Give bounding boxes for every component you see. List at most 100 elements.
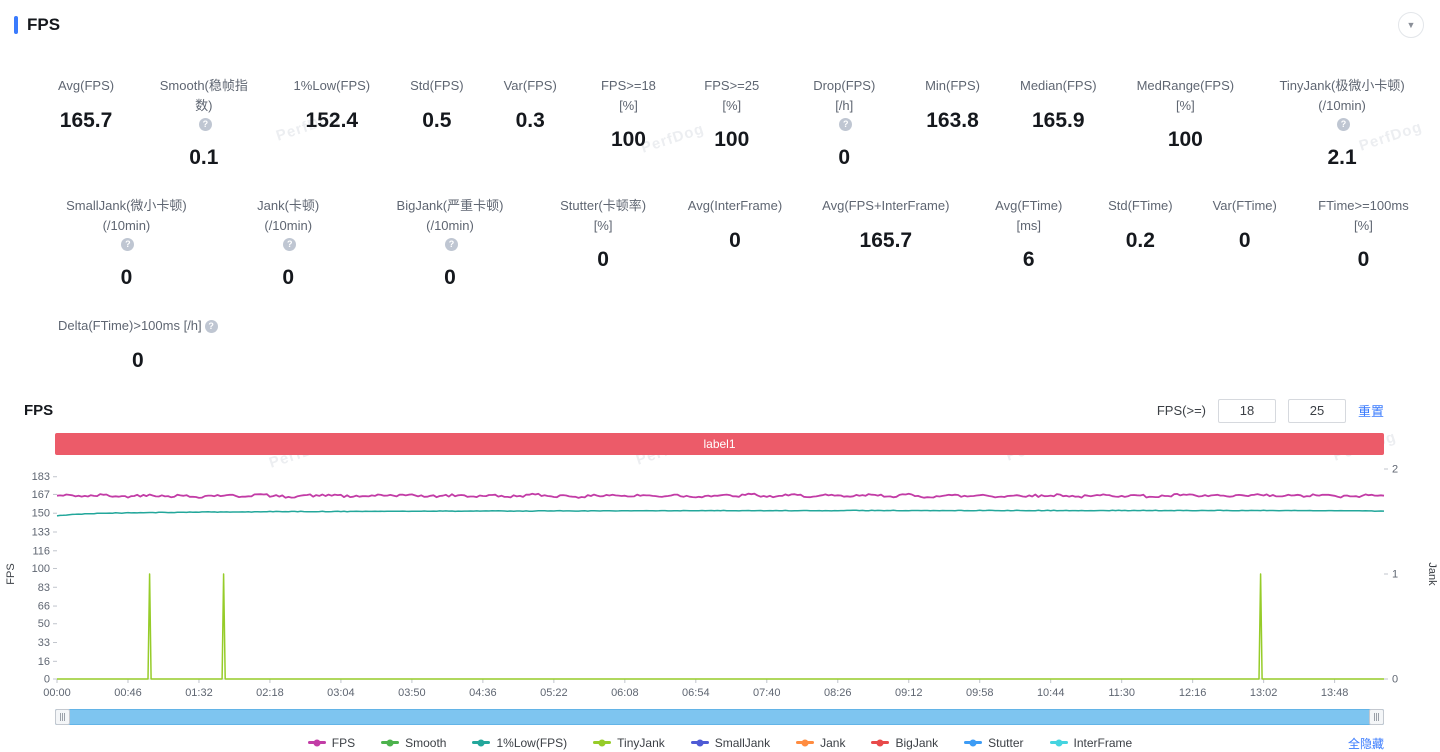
stat: Drop(FPS) [/h]? 0	[803, 76, 885, 170]
page-title: FPS	[27, 15, 61, 34]
stat-label: Min(FPS)	[925, 78, 980, 93]
left-axis-tick-label: 150	[32, 507, 50, 519]
stat-label-wrap: FPS>=25 [%]	[700, 76, 763, 115]
stat-label-wrap: Delta(FTime)>100ms [/h]?	[58, 316, 218, 336]
legend-label: SmallJank	[714, 735, 771, 750]
stat-value: 0	[444, 266, 456, 289]
stat-value: 100	[1167, 128, 1203, 151]
stat-label: 1%Low(FPS)	[293, 78, 371, 93]
legend-item-stutter[interactable]: Stutter	[964, 735, 1024, 750]
stat-label: Stutter(卡顿率) [%]	[560, 198, 647, 233]
right-axis-tick-label: 2	[1392, 463, 1398, 475]
stat-value: 0	[1357, 248, 1370, 271]
help-icon[interactable]: ?	[839, 118, 853, 131]
help-icon[interactable]: ?	[444, 238, 458, 251]
stat: Std(FPS) 0.5	[410, 76, 463, 133]
help-icon[interactable]: ?	[121, 238, 135, 251]
x-axis-tick-label: 06:08	[611, 687, 639, 699]
x-axis-tick-label: 07:40	[753, 687, 781, 699]
legend-dot-icon	[969, 739, 977, 746]
legend-dot-icon	[313, 739, 321, 746]
legend-dot-icon	[386, 739, 394, 746]
stat-value: 0	[1238, 228, 1251, 252]
left-axis-tick-label: 183	[32, 471, 50, 483]
legend-item-1-low-fps-[interactable]: 1%Low(FPS)	[472, 736, 567, 750]
stat-label: Delta(FTime)>100ms [/h]	[58, 318, 202, 333]
stat-label: Jank(卡顿) (/10min)	[257, 198, 320, 233]
legend-line-icon	[871, 739, 890, 746]
x-axis-tick-label: 05:22	[540, 687, 568, 699]
stat: Jank(卡顿) (/10min)? 0	[235, 196, 342, 290]
reset-button[interactable]: 重置	[1357, 404, 1384, 419]
legend-label: TinyJank	[617, 735, 665, 750]
stat-label-wrap: Var(FTime)	[1213, 196, 1277, 216]
legend-line-icon	[796, 739, 815, 746]
stat-label-wrap: Min(FPS)	[925, 76, 980, 96]
stat-label-wrap: Avg(FPS)	[58, 76, 114, 96]
stat-label-wrap: Avg(FPS+InterFrame)	[822, 196, 949, 216]
legend-dot-icon	[696, 739, 704, 746]
stat: FPS>=25 [%] 100	[700, 76, 763, 152]
legend-line-icon	[381, 739, 400, 746]
x-axis-tick-label: 09:12	[895, 687, 923, 699]
legend-line-icon	[593, 739, 612, 746]
left-axis-title: FPS	[5, 563, 17, 584]
legend-item-smalljank[interactable]: SmallJank	[690, 735, 771, 750]
right-axis-title: Jank	[1426, 562, 1438, 586]
stat-value: 0	[597, 248, 609, 271]
stat: Delta(FTime)>100ms [/h]? 0	[58, 316, 218, 373]
help-icon[interactable]: ?	[198, 118, 212, 131]
x-axis-tick-label: 08:26	[824, 687, 852, 699]
fps-threshold-controls: FPS(>=) 重置	[1156, 398, 1384, 423]
x-axis-tick-label: 09:58	[966, 687, 994, 699]
stat: FTime>=100ms [%] 0	[1317, 196, 1410, 272]
stat-label: Avg(FPS)	[58, 78, 115, 93]
stat: Std(FTime) 0.2	[1108, 196, 1173, 253]
left-axis-tick-label: 0	[44, 673, 50, 685]
scrollbar-left-handle[interactable]	[55, 708, 70, 725]
hide-all-button[interactable]: 全隐藏	[1347, 736, 1384, 751]
help-icon[interactable]: ?	[204, 320, 218, 333]
legend-item-fps[interactable]: FPS	[307, 735, 356, 750]
stat: Avg(InterFrame) 0	[688, 196, 782, 253]
stat: Median(FPS) 165.9	[1020, 76, 1097, 133]
legend-item-smooth[interactable]: Smooth	[381, 736, 446, 750]
stat-label-wrap: Std(FPS)	[410, 76, 463, 96]
label-banner-text: label1	[703, 436, 736, 451]
help-icon[interactable]: ?	[283, 238, 297, 251]
stat: BigJank(严重卡顿) (/10min)? 0	[382, 196, 519, 290]
stat-label-wrap: Smooth(稳帧指数)?	[154, 76, 253, 133]
chart-scrollbar[interactable]	[55, 708, 1384, 725]
stat-value: 0	[120, 266, 133, 289]
x-axis-tick-label: 03:04	[327, 687, 355, 699]
legend-item-jank[interactable]: Jank	[796, 736, 845, 750]
collapse-button[interactable]: ▼	[1398, 12, 1424, 38]
fps-chart[interactable]: 183 167 150 133 116 100 83 66 50 33 16 0 2 1 0 00:00 00:…	[0, 457, 1440, 709]
legend-item-interframe[interactable]: InterFrame	[1049, 736, 1132, 750]
legend-item-bigjank[interactable]: BigJank	[871, 736, 938, 750]
stat-value: 0.5	[422, 108, 452, 132]
left-axis-tick-label: 83	[38, 581, 50, 593]
stat-label: Drop(FPS) [/h]	[813, 78, 876, 113]
stat-label: Std(FTime)	[1108, 198, 1173, 213]
scrollbar-right-handle[interactable]	[1369, 708, 1384, 725]
fps-threshold-min-input[interactable]	[1217, 398, 1276, 423]
title-wrap: FPS	[14, 15, 60, 35]
stat: Avg(FPS) 165.7	[58, 76, 114, 133]
stat-value: 0	[282, 266, 295, 289]
fps-threshold-max-input[interactable]	[1287, 398, 1346, 423]
legend-dot-icon	[876, 739, 884, 746]
right-axis-tick-label: 1	[1392, 568, 1398, 580]
x-axis-tick-label: 06:54	[682, 687, 710, 699]
legend-label: FPS	[331, 735, 356, 750]
stats-panel: Avg(FPS) 165.7 Smooth(稳帧指数)? 0.1 1%Low(FPS) 1…	[0, 46, 1440, 373]
fps-threshold-label: FPS(>=)	[1156, 403, 1206, 418]
stat: Smooth(稳帧指数)? 0.1	[154, 76, 253, 170]
help-icon[interactable]: ?	[1337, 118, 1351, 131]
left-axis-tick-label: 133	[32, 526, 50, 538]
x-axis-tick-label: 12:16	[1179, 687, 1207, 699]
stat-label-wrap: Avg(FTime) [ms]	[989, 196, 1068, 235]
legend-label: Stutter	[988, 735, 1024, 750]
legend-line-icon	[472, 739, 491, 746]
legend-item-tinyjank[interactable]: TinyJank	[593, 736, 665, 750]
